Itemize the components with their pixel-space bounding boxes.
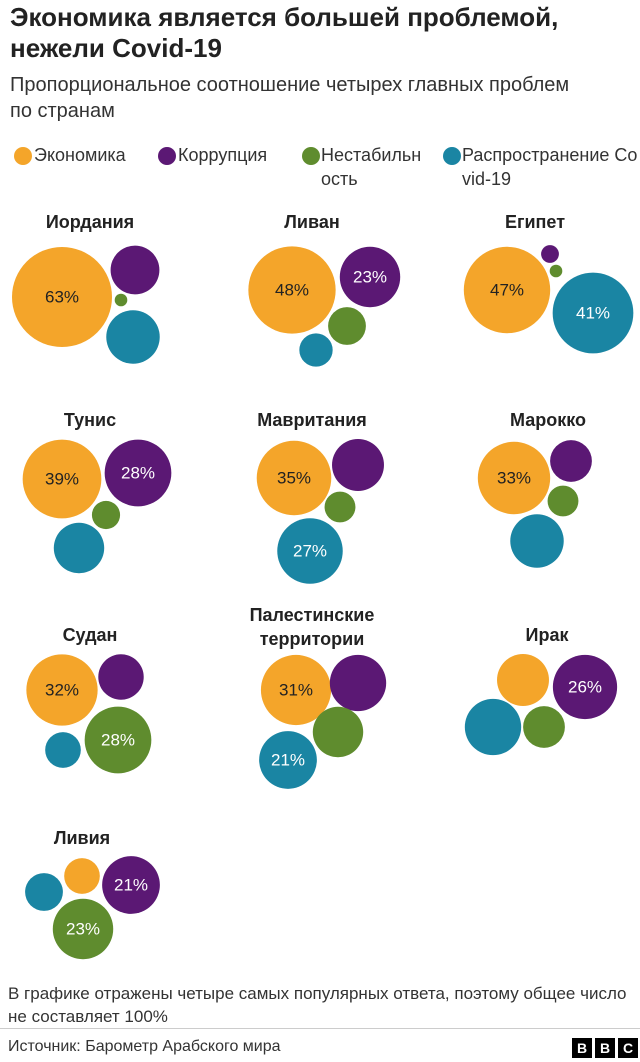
data-label: 27% xyxy=(293,541,327,560)
bubble xyxy=(547,485,579,517)
data-label: 47% xyxy=(490,280,524,299)
bubble xyxy=(339,246,401,308)
data-label: 63% xyxy=(45,287,79,306)
data-label: 28% xyxy=(121,463,155,482)
bubble xyxy=(98,654,144,700)
bubble xyxy=(52,898,114,960)
chart-title: Экономика является большей проблемой, не… xyxy=(10,2,559,63)
legend-label: Экономика xyxy=(34,145,126,165)
data-label: 35% xyxy=(277,468,311,487)
bubble xyxy=(463,246,551,334)
data-label: 39% xyxy=(45,469,79,488)
legend-swatch xyxy=(14,147,32,165)
bubble xyxy=(541,245,559,263)
bubble xyxy=(256,440,332,516)
bubble xyxy=(324,491,356,523)
separator xyxy=(0,1028,640,1029)
bubble xyxy=(299,333,333,367)
data-label: 28% xyxy=(101,730,135,749)
bubble xyxy=(329,654,387,712)
bubble xyxy=(248,246,336,334)
bubble xyxy=(497,654,549,706)
legend-label: Распространение Covid-19 xyxy=(462,145,638,189)
data-label: 33% xyxy=(497,468,531,487)
data-label: 48% xyxy=(275,280,309,299)
bubble xyxy=(91,500,121,530)
bubble xyxy=(22,439,102,519)
country-title: Судан xyxy=(62,625,118,645)
chart-subtitle: Пропорциональное соотношение четырех гла… xyxy=(10,74,570,122)
bubble xyxy=(26,654,98,726)
logo-letter: C xyxy=(618,1038,638,1058)
country-title: Ирак xyxy=(525,625,569,645)
data-label: 23% xyxy=(66,919,100,938)
note: В графике отражены четыре самых популярн… xyxy=(8,984,627,1026)
country-title: Ливан xyxy=(284,212,340,232)
bubble xyxy=(110,245,160,295)
data-label: 21% xyxy=(114,875,148,894)
bubble xyxy=(106,310,160,364)
country-title: Тунис xyxy=(63,410,117,430)
bubble xyxy=(260,654,332,726)
bubble xyxy=(102,856,160,914)
bubble xyxy=(53,522,105,574)
country-title: Палестинские территории xyxy=(249,605,375,649)
data-label: 31% xyxy=(279,680,313,699)
country-title: Марокко xyxy=(510,410,586,430)
bubble xyxy=(477,441,551,515)
logo-letter: B xyxy=(595,1038,615,1058)
country-title: Ливия xyxy=(53,828,111,848)
data-label: 32% xyxy=(45,680,79,699)
bubble xyxy=(104,439,172,507)
data-label: 26% xyxy=(568,677,602,696)
bubble xyxy=(550,440,592,482)
source: Источник: Барометр Арабского мира xyxy=(8,1038,281,1055)
bubble xyxy=(84,706,152,774)
bubble xyxy=(328,307,366,345)
logo-letter: B xyxy=(572,1038,592,1058)
bubble xyxy=(523,706,565,748)
data-label: 23% xyxy=(353,267,387,286)
bubble xyxy=(312,706,364,758)
data-label: 41% xyxy=(576,303,610,322)
bubble xyxy=(25,873,63,911)
bubble xyxy=(552,272,634,354)
legend-label: Нестабильность xyxy=(321,145,422,189)
bubble xyxy=(45,732,81,768)
bubble xyxy=(510,514,564,568)
country-title: Иордания xyxy=(45,212,135,232)
data-label: 21% xyxy=(271,750,305,769)
bubble xyxy=(11,246,113,348)
bubble xyxy=(464,698,522,756)
bubble xyxy=(552,654,618,720)
bubble xyxy=(114,293,128,307)
legend-swatch xyxy=(158,147,176,165)
bubble xyxy=(259,731,317,789)
country-title: Мавритания xyxy=(257,410,367,430)
bubble xyxy=(277,518,343,584)
legend-swatch xyxy=(302,147,320,165)
country-title: Египет xyxy=(504,212,566,232)
bubble xyxy=(549,264,563,278)
bubble xyxy=(332,439,384,491)
bubble xyxy=(64,858,100,894)
legend-label: Коррупция xyxy=(178,145,268,165)
legend-swatch xyxy=(443,147,461,165)
